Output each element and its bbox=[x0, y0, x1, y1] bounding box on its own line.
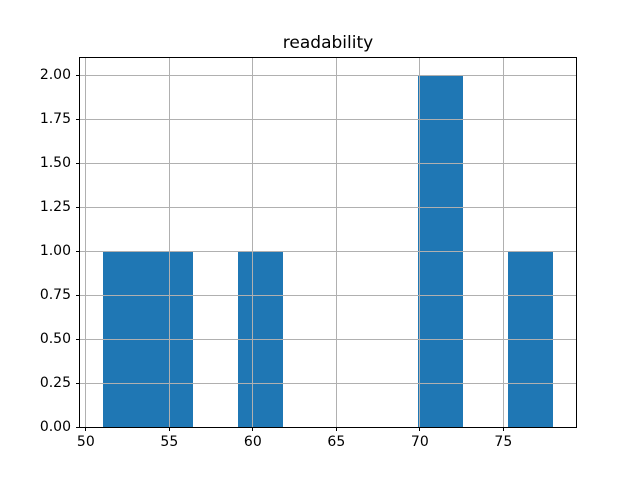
grid-layer bbox=[80, 57, 576, 428]
gridline bbox=[80, 338, 576, 340]
gridline bbox=[80, 426, 576, 428]
x-tick-mark bbox=[168, 427, 170, 432]
x-tick-mark bbox=[335, 427, 337, 432]
y-tick-label: 0.00 bbox=[39, 419, 71, 436]
gridline bbox=[502, 57, 504, 428]
y-tick-mark bbox=[76, 118, 80, 120]
gridline bbox=[419, 57, 421, 428]
x-tick-label: 75 bbox=[494, 434, 513, 451]
x-tick-label: 50 bbox=[76, 434, 95, 451]
x-tick-label: 65 bbox=[327, 434, 346, 451]
x-tick-mark bbox=[502, 427, 504, 432]
x-tick-label: 70 bbox=[410, 434, 429, 451]
plot-area bbox=[80, 57, 576, 428]
y-tick-mark bbox=[76, 162, 80, 164]
gridline bbox=[80, 382, 576, 384]
x-tick-label: 55 bbox=[160, 434, 179, 451]
gridline bbox=[335, 57, 337, 428]
gridline bbox=[80, 294, 576, 296]
y-tick-mark bbox=[76, 382, 80, 384]
y-tick-mark bbox=[76, 74, 80, 76]
y-tick-mark bbox=[76, 294, 80, 296]
y-tick-label: 0.25 bbox=[39, 375, 71, 392]
gridline bbox=[168, 57, 170, 428]
y-tick-label: 2.00 bbox=[39, 67, 71, 84]
y-tick-mark bbox=[76, 206, 80, 208]
x-tick-mark bbox=[85, 427, 87, 432]
gridline bbox=[80, 206, 576, 208]
y-tick-mark bbox=[76, 250, 80, 252]
gridline bbox=[252, 57, 254, 428]
y-tick-label: 1.25 bbox=[39, 199, 71, 216]
y-tick-label: 0.50 bbox=[39, 331, 71, 348]
chart-title: readability bbox=[282, 33, 374, 53]
gridline bbox=[80, 74, 576, 76]
x-tick-label: 60 bbox=[243, 434, 262, 451]
y-tick-mark bbox=[76, 338, 80, 340]
y-tick-label: 1.00 bbox=[39, 243, 71, 260]
y-tick-label: 1.50 bbox=[39, 155, 71, 172]
gridline bbox=[85, 57, 87, 428]
gridline bbox=[80, 250, 576, 252]
y-tick-mark bbox=[76, 426, 80, 428]
gridline bbox=[80, 162, 576, 164]
gridline bbox=[80, 118, 576, 120]
x-tick-mark bbox=[419, 427, 421, 432]
y-tick-label: 0.75 bbox=[39, 287, 71, 304]
y-tick-label: 1.75 bbox=[39, 111, 71, 128]
x-tick-mark bbox=[252, 427, 254, 432]
